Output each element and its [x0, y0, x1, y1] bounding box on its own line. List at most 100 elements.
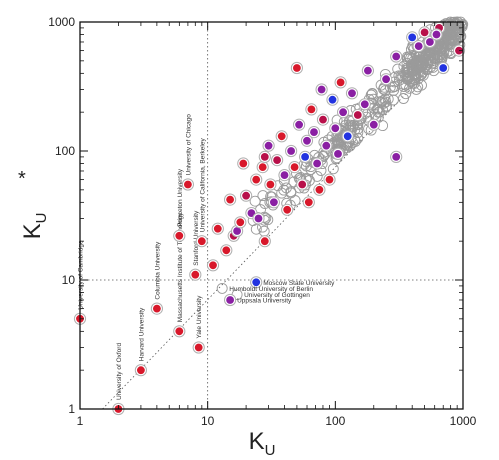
gray-data-point [382, 93, 394, 105]
colored-data-point [353, 111, 362, 119]
colored-data-point [260, 237, 269, 246]
x-tick-label: 1000 [450, 414, 477, 428]
labeled-data-point [194, 343, 203, 352]
gray-data-point [406, 73, 418, 85]
point-label: University of Oxford [116, 343, 123, 400]
reference-lines [80, 22, 464, 410]
colored-data-point [209, 261, 217, 270]
y-tick-label: 100 [55, 144, 75, 158]
colored-data-point [382, 75, 390, 84]
gray-data-point [432, 52, 444, 64]
point-label: University of California, Berkeley [199, 138, 206, 233]
labeled-data-point [252, 278, 261, 287]
colored-data-point [298, 180, 307, 189]
gray-data-point [403, 51, 415, 63]
gray-data-point [327, 163, 339, 175]
point-label: University of Chicago [185, 114, 192, 176]
labeled-data-point [153, 304, 161, 313]
colored-data-point [315, 185, 324, 194]
gray-data-point [250, 223, 262, 235]
svg-text:KU: KU [19, 213, 50, 240]
colored-data-point [290, 163, 299, 172]
y-axis-title: KU [19, 213, 50, 240]
gray-data-point [387, 81, 399, 93]
gray-data-point [377, 104, 389, 116]
gray-data-point [352, 127, 364, 139]
gray-data-point [249, 195, 261, 207]
gray-data-point [413, 66, 424, 78]
x-tick-labels: 1 10 100 1000 [77, 414, 477, 428]
gray-data-point [450, 23, 462, 34]
reference-line-diagonal [102, 34, 464, 410]
colored-data-point [339, 108, 347, 117]
gray-data-point [410, 83, 422, 95]
colored-data-point [334, 150, 342, 158]
colored-data-point [258, 163, 267, 172]
y-axis-title-star: * [18, 168, 26, 190]
gray-data-point [374, 96, 386, 108]
colored-data-point [213, 224, 222, 233]
gray-data-point [395, 70, 407, 82]
x-axis-title: KU [249, 428, 276, 459]
colored-data-point [319, 115, 327, 124]
colored-data-point [307, 105, 316, 114]
point-label: Columbia University [154, 241, 161, 300]
colored-data-point [277, 132, 286, 141]
colored-data-point [264, 141, 273, 150]
colored-data-point [303, 136, 311, 145]
colored-data-point [317, 85, 326, 94]
gray-data-point [366, 88, 378, 100]
colored-data-point [270, 198, 278, 207]
gray-data-point [421, 59, 433, 71]
y-tick-label: 1 [68, 402, 75, 416]
plot-frame [79, 21, 464, 410]
gray-data-point [276, 187, 288, 199]
point-label: Stanford University [193, 210, 200, 266]
colored-data-point [336, 78, 345, 87]
colored-data-point [331, 124, 340, 133]
colored-data-point [348, 89, 356, 98]
colored-data-point [242, 191, 251, 200]
point-label: Yale University [196, 295, 203, 339]
colored-data-point [247, 209, 256, 218]
gray-data-point [317, 151, 329, 163]
colored-data-point [364, 66, 372, 75]
y-tick-label: 10 [62, 273, 76, 287]
colored-data-point [252, 175, 261, 184]
colored-data-point [310, 128, 318, 137]
colored-data-point [369, 120, 378, 129]
gray-data-point [367, 93, 379, 105]
gray-data-point [257, 190, 269, 202]
gray-data-point [407, 62, 419, 74]
labeled-data-point [226, 296, 235, 304]
gray-data-point [392, 63, 404, 75]
x-tick-label: 1 [77, 414, 84, 428]
gray-data-point [400, 79, 412, 91]
x-tick-label: 10 [201, 414, 215, 428]
colored-data-point [273, 156, 281, 165]
gray-data-point [375, 97, 387, 109]
point-label: Humboldt University of Berlin [229, 286, 313, 293]
colored-data-point [260, 153, 269, 161]
gray-data-point [398, 93, 409, 104]
point-label: Princeton University [177, 168, 184, 227]
point-label: University of Gottingen [244, 292, 310, 299]
colored-data-point [392, 153, 401, 161]
colored-data-point [313, 159, 321, 168]
colored-data-point [426, 38, 434, 46]
colored-data-point [322, 141, 331, 150]
labeled-points: University of Cambridge University of Oxf… [73, 114, 335, 416]
colored-data-point [301, 153, 309, 161]
labeled-data-point [191, 270, 200, 279]
colored-points [206, 21, 466, 272]
labeled-data-point [197, 237, 206, 246]
point-label: Massachusetts Institute of Technology [177, 212, 184, 322]
labeled-data-point [175, 327, 184, 336]
colored-data-point [439, 64, 448, 72]
labeled-data-point [137, 366, 145, 375]
colored-data-point [239, 159, 248, 168]
colored-data-point [293, 64, 301, 72]
colored-data-point [360, 100, 369, 109]
gray-data-point [412, 70, 424, 82]
